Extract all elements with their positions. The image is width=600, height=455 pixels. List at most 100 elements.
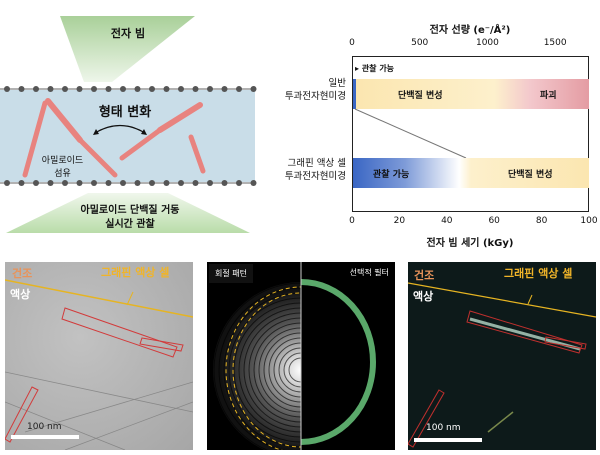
carbon-atom <box>4 180 10 186</box>
scale-bar-label: 100 nm <box>426 423 461 433</box>
carbon-atom <box>207 180 213 186</box>
liquid-cell-schematic <box>0 16 257 233</box>
top-tick-label: 1000 <box>475 38 499 48</box>
carbon-atom <box>149 180 155 186</box>
carbon-atom <box>47 86 54 92</box>
carbon-atom <box>178 180 184 186</box>
carbon-atom <box>18 180 25 186</box>
bar-graphene-cell: 관찰 가능 단백질 변성 <box>353 158 589 188</box>
top-axis-title: 전자 선량 (e⁻/Å²) <box>429 25 511 36</box>
carbon-atom <box>250 180 257 186</box>
interface-line <box>5 279 193 318</box>
bottom-tick-label: 100 <box>580 216 598 226</box>
row-label-graphene: 그래핀 액상 셀 투과전자현미경 <box>284 158 346 182</box>
segment-denature: 단백질 변성 <box>508 170 553 180</box>
carbon-atom <box>221 180 228 186</box>
diffraction-ring <box>268 337 301 403</box>
bottom-tick-label: 60 <box>488 216 500 226</box>
chart-plot-area: ▸ 관찰 가능 단백질 변성 파괴 관찰 가능 단백질 변성 <box>352 56 589 212</box>
liquid-label: 액상 <box>10 288 31 301</box>
carbon-atom <box>178 86 184 92</box>
carbon-atom <box>62 86 68 92</box>
carbon-atom <box>163 86 170 92</box>
tem-image-panel: 건조 그래핀 액상 셀 액상 100 nm <box>5 262 193 450</box>
cell-label: 그래핀 액상 셀 <box>504 267 573 280</box>
top-tick-label: 500 <box>411 38 429 48</box>
amyloid-fibers <box>22 98 206 178</box>
carbon-atom <box>4 86 10 92</box>
diffraction-label: 회절 패턴 <box>209 264 253 283</box>
carbon-atom <box>105 86 112 92</box>
diffraction-ring <box>243 312 301 428</box>
carbon-atom <box>76 180 83 186</box>
carbon-atom <box>18 86 25 92</box>
bar-conventional: 단백질 변성 파괴 <box>353 79 589 109</box>
morphology-change-label: 형태 변화 <box>98 105 152 120</box>
carbon-atom <box>91 86 97 92</box>
carbon-atom <box>192 180 199 186</box>
carbon-atom <box>192 86 199 92</box>
observation-label: 아밀로이드 단백질 거동 실시간 관찰 <box>80 205 180 230</box>
carbon-atom <box>236 180 242 186</box>
carbon-atom <box>134 86 141 92</box>
diffraction-ring <box>263 332 301 408</box>
diffraction-ring <box>238 307 301 433</box>
diffraction-ring <box>223 292 301 448</box>
diffraction-ring <box>253 322 301 418</box>
bottom-tick-label: 80 <box>535 216 548 226</box>
carbon-atom <box>149 86 155 92</box>
diffraction-ring <box>213 282 301 450</box>
top-tick-label: 1500 <box>543 38 567 48</box>
carbon-atom <box>250 86 257 92</box>
carbon-atom <box>105 180 112 186</box>
segment-denature: 단백질 변성 <box>398 91 443 101</box>
arrow-icon <box>94 124 146 134</box>
segment-observable: 관찰 가능 <box>373 170 410 180</box>
bottom-axis-title: 전자 빔 세기 (kGy) <box>426 238 514 249</box>
carbon-atom <box>76 86 83 92</box>
carbon-atom <box>120 86 126 92</box>
row-label-conventional: 일반 투과전자현미경 <box>284 78 346 102</box>
diffraction-ring <box>233 302 301 438</box>
fiber-label: 아밀로이드 섬유 <box>41 156 84 179</box>
carbon-atom <box>221 86 228 92</box>
carbon-atom <box>207 86 213 92</box>
scale-bar-label: 100 nm <box>27 422 62 432</box>
carbon-atom <box>134 180 141 186</box>
bottom-tick-label: 20 <box>393 216 406 226</box>
carbon-atom <box>62 180 68 186</box>
diffraction-ring <box>273 342 301 398</box>
diffraction-ring <box>278 347 301 393</box>
carbon-atom <box>33 180 39 186</box>
observation-cone <box>6 193 250 233</box>
dry-label: 건조 <box>12 267 33 280</box>
observable-note: ▸ 관찰 가능 <box>355 64 395 73</box>
interface-line <box>408 282 596 318</box>
diffraction-ring <box>218 287 301 450</box>
diffraction-ring <box>283 352 301 388</box>
beam-label: 전자 빔 <box>110 27 146 40</box>
bottom-tick-label: 0 <box>349 216 355 226</box>
carbon-atom <box>33 86 39 92</box>
liquid-label: 액상 <box>413 290 434 303</box>
highlight-boxes <box>5 307 184 443</box>
diffraction-panel: 회절 패턴 선택적 필터 <box>207 262 395 450</box>
segment-destroy: 파괴 <box>540 91 557 101</box>
diffraction-ring <box>228 297 301 443</box>
diffraction-ring <box>248 317 301 423</box>
filtered-image-panel: 건조 그래핀 액상 셀 액상 100 nm <box>408 262 596 450</box>
carbon-atom <box>236 86 242 92</box>
carbon-atom <box>47 180 54 186</box>
zoom-connector-line <box>354 108 467 159</box>
graphene-atoms-top <box>4 86 257 92</box>
carbon-atom <box>91 180 97 186</box>
graphene-atoms-bottom <box>4 180 257 186</box>
diffraction-ring <box>258 327 301 413</box>
electron-beam-cone <box>60 16 195 82</box>
cell-label: 그래핀 액상 셀 <box>101 266 170 279</box>
carbon-atom <box>120 180 126 186</box>
carbon-atom <box>163 180 170 186</box>
diffraction-ring <box>288 357 301 383</box>
filter-label: 선택적 필터 <box>349 268 389 277</box>
bottom-tick-label: 40 <box>441 216 453 226</box>
